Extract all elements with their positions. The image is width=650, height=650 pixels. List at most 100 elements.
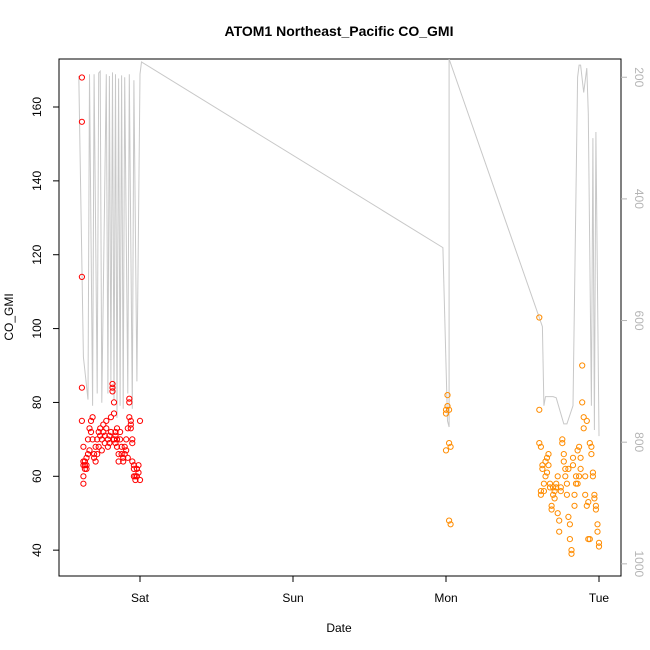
data-point-series-1 [136, 417, 144, 424]
data-point-series-2 [595, 539, 603, 546]
data-point-series-1 [109, 380, 116, 388]
data-point-series-1 [112, 428, 119, 436]
data-point-series-2 [546, 480, 554, 487]
data-point-series-1 [97, 425, 104, 432]
data-point-series-2 [594, 521, 601, 528]
data-point-series-2 [537, 491, 545, 498]
data-point-series-1 [98, 447, 105, 454]
data-point-series-1 [112, 432, 119, 439]
data-point-series-1 [87, 428, 95, 436]
data-point-series-1 [104, 436, 112, 443]
data-point-series-1 [120, 454, 127, 461]
data-point-series-2 [582, 473, 589, 480]
data-point-series-1 [121, 451, 128, 458]
data-point-series-1 [84, 436, 92, 443]
data-point-series-1 [109, 388, 116, 395]
y-tick-label: 100 [30, 318, 44, 338]
data-point-series-1 [91, 454, 98, 461]
data-point-series-1 [136, 476, 144, 484]
x-tick-label: Tue [589, 591, 610, 605]
y-tick-label: 40 [30, 543, 44, 557]
data-point-series-1 [110, 410, 118, 417]
data-point-series-1 [117, 428, 124, 436]
data-point-series-2 [594, 528, 601, 535]
data-point-series-2 [579, 399, 586, 406]
data-point-series-2 [542, 473, 549, 480]
data-point-series-1 [117, 436, 124, 443]
data-point-series-1 [107, 414, 115, 421]
plot-frame [58, 58, 622, 577]
data-point-series-1 [132, 476, 139, 484]
data-point-series-2 [446, 406, 453, 413]
data-point-series-2 [589, 469, 597, 476]
y-tick-label: 120 [30, 244, 44, 264]
data-point-series-1 [101, 432, 108, 439]
data-point-series-1 [104, 443, 112, 450]
data-point-series-2 [557, 484, 564, 491]
x-axis: Sat Sun Mon Tue [131, 576, 609, 605]
data-point-series-1 [103, 425, 110, 432]
data-point-series-1 [106, 432, 113, 439]
data-point-series-2 [556, 517, 563, 524]
data-point-series-1 [110, 399, 118, 406]
data-point-series-2 [592, 506, 600, 513]
data-point-series-2 [565, 465, 572, 472]
data-point-series-1 [115, 451, 122, 458]
data-point-series-2 [588, 443, 595, 450]
data-point-series-2 [569, 454, 577, 461]
data-point-series-1 [127, 425, 134, 432]
data-point-series-1 [86, 425, 93, 432]
data-point-series-1 [133, 473, 140, 480]
data-point-series-2 [562, 465, 569, 472]
data-point-series-1 [78, 118, 86, 125]
data-point-series-2 [563, 480, 571, 487]
data-point-series-2 [582, 491, 589, 498]
data-point-series-1 [95, 443, 102, 450]
data-point-series-2 [545, 451, 552, 458]
data-point-series-1 [106, 440, 113, 447]
data-point-series-2 [539, 465, 546, 472]
data-point-series-2 [537, 488, 545, 495]
data-point-series-2 [550, 484, 557, 491]
data-point-series-1 [112, 440, 119, 447]
data-point-series-2 [586, 440, 593, 447]
data-point-series-2 [577, 454, 584, 461]
data-point-series-1 [80, 443, 87, 450]
data-point-series-2 [536, 406, 543, 413]
data-point-series-1 [78, 384, 86, 391]
data-point-series-2 [539, 462, 546, 469]
data-point-series-1 [97, 432, 104, 439]
data-point-series-1 [123, 436, 130, 443]
data-point-series-2 [540, 480, 548, 487]
data-point-series-2 [559, 440, 566, 447]
data-point-series-1 [84, 451, 92, 458]
data-point-series-1 [78, 417, 86, 424]
data-point-series-2 [574, 480, 581, 487]
y-axis-label: CO_GMI [2, 293, 16, 340]
data-point-series-1 [113, 443, 121, 450]
right-y-tick-label: 1000 [632, 550, 646, 577]
data-point-series-1 [94, 436, 101, 443]
data-point-series-1 [94, 451, 101, 458]
data-point-series-1 [81, 458, 89, 465]
data-point-series-1 [86, 447, 93, 454]
data-point-series-1 [133, 465, 140, 472]
data-point-series-2 [557, 488, 564, 495]
y-tick-label: 160 [30, 97, 44, 117]
data-point-series-2 [554, 473, 561, 480]
data-point-series-2 [447, 443, 454, 450]
data-point-series-1 [126, 395, 133, 402]
data-point-series-2 [576, 443, 583, 450]
data-point-series-2 [543, 469, 551, 476]
y-tick-label: 80 [30, 395, 44, 409]
data-point-series-2 [540, 488, 548, 495]
data-point-series-1 [135, 469, 142, 476]
data-point-series-2 [536, 314, 543, 321]
data-point-series-1 [118, 443, 125, 450]
data-point-series-2 [560, 451, 567, 458]
data-point-series-2 [543, 454, 551, 461]
data-point-series-1 [127, 421, 134, 428]
data-point-series-1 [130, 465, 137, 472]
data-point-series-1 [113, 436, 121, 443]
data-point-series-2 [444, 392, 451, 399]
